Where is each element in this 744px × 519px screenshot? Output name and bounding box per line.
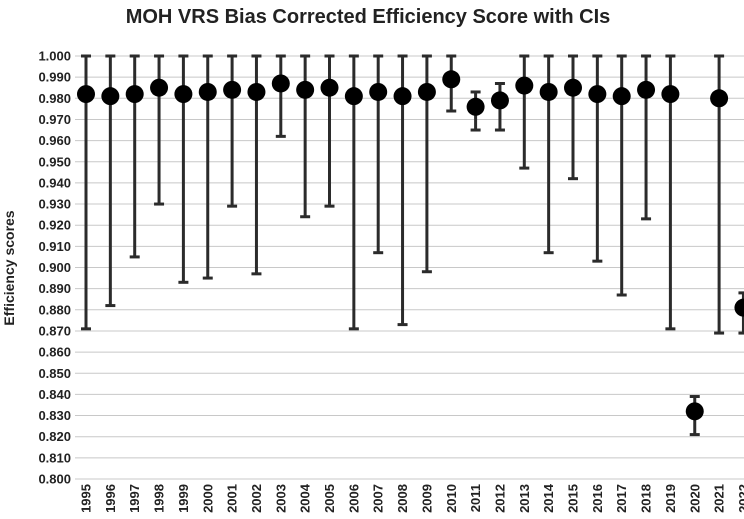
x-tick-label: 2017 [614, 484, 629, 513]
x-tick-label: 2005 [322, 484, 337, 513]
y-tick-label: 0.920 [38, 218, 71, 233]
x-tick-label: 1999 [176, 484, 191, 513]
x-tick-label: 1998 [152, 484, 167, 513]
y-tick-label: 0.980 [38, 91, 71, 106]
y-axis-label: Efficiency scores [1, 210, 17, 325]
y-tick-label: 0.960 [38, 133, 71, 148]
data-point-2015 [564, 78, 582, 97]
x-tick-label: 2002 [249, 484, 264, 513]
x-tick-label: 2013 [517, 484, 532, 513]
data-point-2000 [198, 82, 217, 101]
x-tick-label: 2010 [444, 484, 459, 513]
data-point-2019 [661, 85, 680, 104]
data-point-2003 [271, 74, 290, 93]
data-point-2014 [539, 82, 558, 101]
y-tick-label: 0.890 [38, 281, 71, 296]
data-point-2013 [515, 76, 534, 95]
x-tick-label: 2022 [736, 484, 744, 513]
data-point-2001 [223, 80, 242, 99]
y-tick-label: 0.970 [38, 112, 71, 127]
data-point-2022 [734, 298, 744, 317]
x-tick-label: 2014 [541, 483, 556, 513]
data-point-2007 [369, 82, 388, 101]
error-bar-2015 [568, 54, 578, 181]
data-point-2004 [296, 80, 315, 99]
error-bars [81, 54, 744, 437]
y-tick-label: 0.990 [38, 70, 71, 85]
data-point-2018 [637, 80, 656, 99]
y-tick-label: 0.950 [38, 154, 71, 169]
x-tick-label: 1996 [103, 484, 118, 513]
x-tick-label: 1995 [79, 484, 94, 513]
x-tick-label: 2008 [395, 484, 410, 513]
y-tick-label: 0.900 [38, 260, 71, 275]
y-tick-label: 0.830 [38, 408, 71, 423]
data-point-2010 [442, 70, 461, 89]
data-point-2006 [344, 87, 363, 106]
data-point-2012 [490, 91, 509, 110]
data-point-2009 [417, 82, 436, 101]
x-tick-label: 2011 [468, 484, 483, 512]
y-tick-label: 0.820 [38, 429, 71, 444]
x-tick-labels: 1995 1996 1997 1998 1999 2000 2001 2002 2003 2004… [79, 483, 744, 513]
data-point-2005 [320, 78, 339, 97]
data-point-2017 [612, 87, 631, 106]
y-tick-label: 0.870 [38, 323, 71, 338]
y-tick-label: 0.940 [38, 175, 71, 190]
x-tick-label: 2004 [298, 483, 313, 513]
gridlines [75, 55, 744, 480]
error-bar-2004 [300, 54, 311, 219]
y-tick-label: 1.000 [38, 49, 71, 64]
y-tick-label: 0.840 [38, 387, 71, 402]
x-tick-label: 2019 [663, 484, 678, 513]
y-tick-label: 0.800 [38, 472, 71, 487]
data-point-1997 [125, 85, 144, 104]
x-tick-label: 2015 [566, 484, 581, 513]
error-bar-2001 [227, 54, 238, 208]
x-tick-label: 2020 [687, 484, 702, 513]
data-point-1999 [174, 85, 193, 104]
data-point-2008 [393, 87, 412, 106]
x-tick-label: 2018 [639, 484, 654, 513]
y-tick-label: 0.860 [38, 345, 71, 360]
x-tick-label: 2003 [273, 484, 288, 513]
data-point-2020 [685, 402, 704, 421]
error-bar-2018 [641, 54, 652, 221]
error-bar-2013 [519, 54, 530, 170]
data-point-1995 [77, 85, 95, 104]
x-tick-label: 2000 [200, 484, 215, 513]
x-tick-label: 2012 [492, 484, 507, 513]
data-point-1998 [150, 78, 169, 97]
x-tick-label: 2021 [712, 484, 727, 513]
data-point-2021 [710, 89, 729, 108]
y-tick-label: 0.910 [38, 239, 71, 254]
data-points [77, 70, 744, 421]
y-tick-label: 0.850 [38, 366, 71, 381]
y-tick-label: 0.930 [38, 197, 71, 212]
data-point-2002 [247, 82, 266, 101]
y-tick-label: 0.810 [38, 450, 71, 465]
x-tick-label: 2016 [590, 484, 605, 513]
data-point-1996 [101, 87, 120, 106]
x-tick-label: 1997 [127, 484, 142, 513]
chart-title: MOH VRS Bias Corrected Efficiency Score … [126, 6, 611, 28]
x-tick-label: 2009 [419, 484, 434, 513]
data-point-2016 [588, 85, 607, 104]
x-tick-label: 2001 [225, 484, 240, 513]
y-tick-labels: 0.800 0.810 0.820 0.830 0.840 0.850 0.860 0.870… [38, 49, 71, 487]
error-bar-1998 [154, 54, 165, 206]
error-bar-2005 [324, 54, 335, 208]
data-point-2011 [466, 97, 485, 116]
y-tick-label: 0.880 [38, 302, 71, 317]
error-bar-2003 [275, 54, 286, 138]
x-tick-label: 2006 [346, 484, 361, 513]
x-tick-label: 2007 [371, 484, 386, 513]
